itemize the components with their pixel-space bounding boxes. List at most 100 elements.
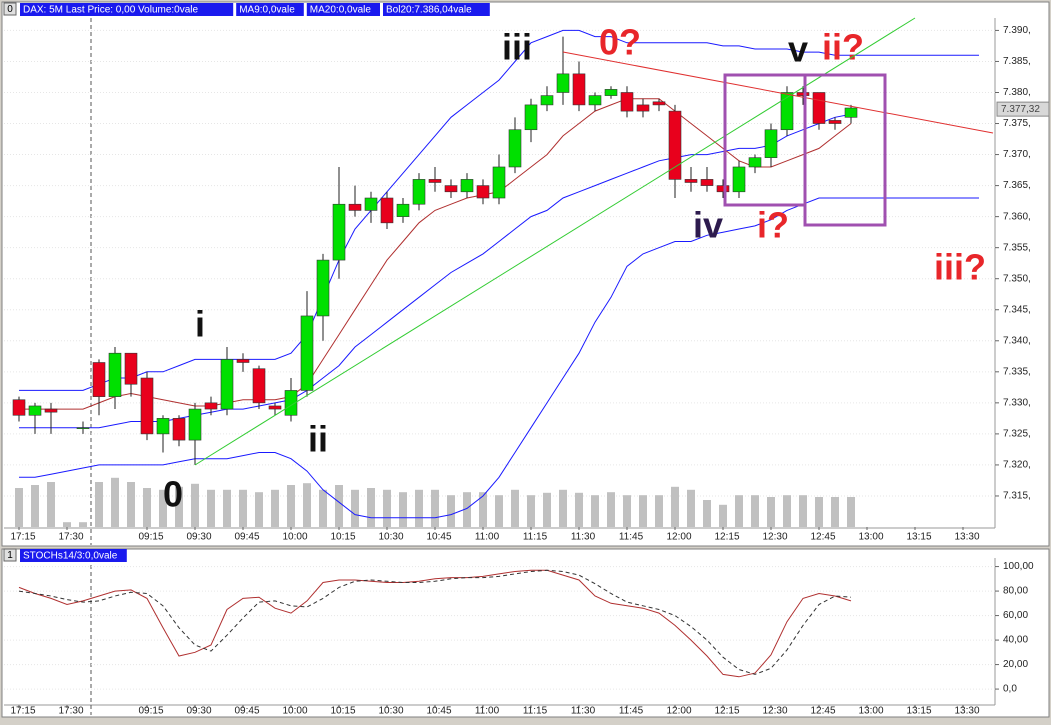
volume-bar <box>271 489 279 527</box>
volume-bar <box>367 488 375 527</box>
y-tick-label: 7.315, <box>1003 491 1031 502</box>
y-tick-label: 7.380, <box>1003 87 1031 98</box>
x-tick-label: 11:30 <box>571 706 596 717</box>
y-tick-label: 7.365, <box>1003 180 1031 191</box>
y-tick-label: 40,00 <box>1003 635 1028 646</box>
x-tick-label: 17:30 <box>58 706 83 717</box>
y-tick-label: 7.360, <box>1003 211 1031 222</box>
candle-body <box>508 129 522 168</box>
volume-bar <box>767 497 775 527</box>
candle-body <box>204 402 218 410</box>
x-tick-label: 11:45 <box>619 532 644 543</box>
y-tick-label: 7.350, <box>1003 273 1031 284</box>
volume-bar <box>783 495 791 527</box>
candle-body <box>636 104 650 112</box>
y-tick-label: 7.330, <box>1003 397 1031 408</box>
candle-body <box>668 110 682 180</box>
y-tick-label: 7.320, <box>1003 460 1031 471</box>
candle-body <box>156 418 170 435</box>
candle-body <box>44 408 58 413</box>
candle-body <box>12 399 26 416</box>
volume-bar <box>143 488 151 527</box>
candle-body <box>748 157 762 168</box>
wave-label: v <box>788 29 808 70</box>
candle-body <box>460 179 474 193</box>
x-tick-label: 10:15 <box>330 532 355 543</box>
volume-bar <box>287 485 295 527</box>
candle-body <box>444 185 458 193</box>
x-tick-label: 17:15 <box>10 706 35 717</box>
candle-body <box>476 185 490 199</box>
candle-body <box>588 95 602 106</box>
x-tick-label: 09:15 <box>138 706 163 717</box>
candle-body <box>812 92 826 124</box>
stoch-plot: 1 STOCHs14/3:0,0vale 100,00 80,00 60,00 40,00… <box>3 548 1034 717</box>
volume-bar <box>607 492 615 527</box>
wave-label: iii <box>502 27 532 68</box>
volume-bar <box>671 486 679 527</box>
x-tick-label: 12:15 <box>714 706 739 717</box>
y-tick-label: 7.390, <box>1003 25 1031 36</box>
x-tick-label: 10:45 <box>426 532 451 543</box>
volume-bar <box>31 485 39 527</box>
x-tick-label: 10:45 <box>426 706 451 717</box>
x-tick-label: 13:30 <box>954 532 979 543</box>
volume-bar <box>639 495 647 527</box>
candle-body <box>124 352 138 385</box>
volume-bar <box>831 497 839 527</box>
x-tick-label: 12:45 <box>810 532 835 543</box>
volume-bar <box>847 497 855 527</box>
header-label-box <box>383 3 490 16</box>
y-tick-label: 7.370, <box>1003 149 1031 160</box>
wave-label: 0? <box>599 22 641 63</box>
volume-bar <box>79 522 87 527</box>
y-tick-label: 7.385, <box>1003 56 1031 67</box>
candle-body <box>108 352 122 397</box>
candle-body <box>236 359 250 363</box>
x-tick-label: 09:30 <box>186 532 211 543</box>
candle-body <box>796 92 810 96</box>
volume-bar <box>591 495 599 527</box>
candle-body <box>540 95 554 106</box>
indicator-line <box>18 569 852 678</box>
x-tick-label: 13:15 <box>906 706 931 717</box>
y-tick-label: 60,00 <box>1003 610 1028 621</box>
y-tick-label: 7.345, <box>1003 304 1031 315</box>
candle-body <box>524 104 538 131</box>
header-label: STOCHs14/3:0,0vale <box>23 551 118 562</box>
y-tick-label: 7.355, <box>1003 242 1031 253</box>
header-label: Bol20:7.386,04vale <box>386 5 472 16</box>
volume-bar <box>207 489 215 527</box>
candle-body <box>188 408 202 441</box>
x-tick-label: 17:15 <box>10 532 35 543</box>
candle-body <box>412 179 426 205</box>
candle-body <box>268 405 282 410</box>
indicator-line <box>19 197 979 519</box>
header-label: MA20:0,0vale <box>310 5 372 16</box>
candle-body <box>700 179 714 186</box>
last-price-box <box>996 101 1050 117</box>
x-tick-label: 10:00 <box>282 532 307 543</box>
x-tick-label: 11:00 <box>475 706 500 717</box>
y-tick-label: 0,0 <box>1003 684 1017 695</box>
y-tick-label: 80,00 <box>1003 586 1028 597</box>
volume-bar <box>479 492 487 527</box>
candle-body <box>332 203 346 261</box>
header-label-box <box>20 3 234 16</box>
x-tick-label: 11:15 <box>523 532 548 543</box>
candle-body <box>604 89 618 96</box>
volume-bar <box>319 489 327 527</box>
volume-bar <box>255 492 263 527</box>
candle-body <box>140 377 154 435</box>
volume-bar <box>735 495 743 527</box>
x-tick-label: 12:30 <box>762 532 787 543</box>
volume-bar <box>703 500 711 527</box>
y-tick-label: 7.340, <box>1003 335 1031 346</box>
candle-body <box>76 427 90 429</box>
volume-bar <box>127 482 135 527</box>
candle-body <box>348 203 362 211</box>
x-tick-label: 10:15 <box>330 706 355 717</box>
y-tick-label: 20,00 <box>1003 659 1028 670</box>
panel-id: 0 <box>7 4 13 15</box>
